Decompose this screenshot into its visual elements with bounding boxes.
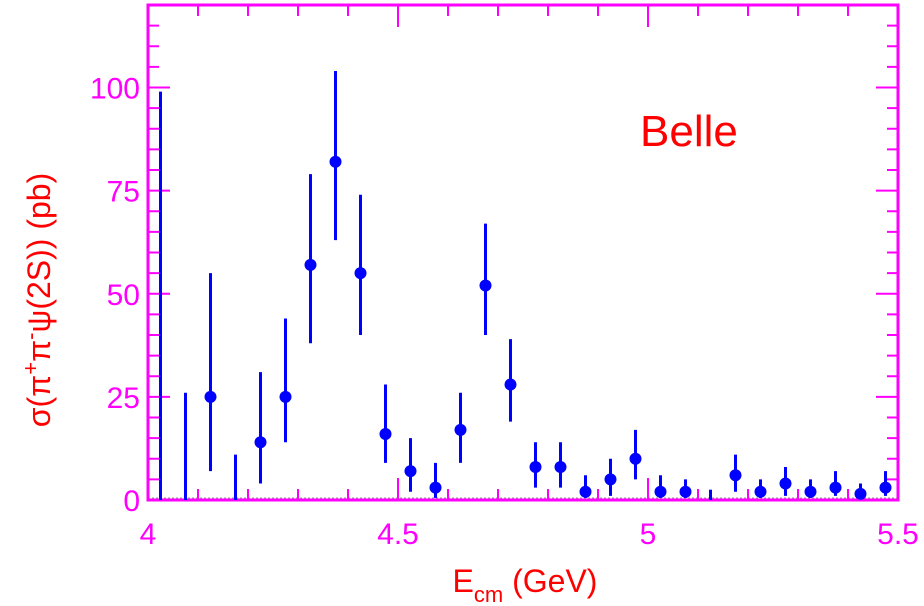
data-points <box>159 71 892 500</box>
y-tick-label: 100 <box>90 73 140 106</box>
y-tick-label: 25 <box>107 382 140 415</box>
x-tick-label: 5 <box>640 518 657 551</box>
data-point <box>479 279 492 292</box>
belle-annotation: Belle <box>640 107 738 156</box>
data-point <box>879 481 892 494</box>
data-point <box>429 481 442 494</box>
x-axis-label-sub: cm <box>474 582 503 606</box>
data-point <box>254 436 267 449</box>
data-point <box>579 485 592 498</box>
data-point <box>604 473 617 486</box>
data-point <box>379 428 392 440</box>
data-point <box>829 481 842 494</box>
x-axis-label-main: E <box>453 563 474 599</box>
y-tick-labels: 0 25 50 75 100 <box>90 73 140 519</box>
y-axis-label: σ(π+π-ψ(2S)) (pb) <box>18 173 57 427</box>
y-axis-label-sup1: + <box>18 362 43 375</box>
data-point <box>404 465 417 478</box>
y-axis-label-sup2: - <box>18 332 43 339</box>
y-tick-label: 50 <box>107 279 140 312</box>
data-point <box>279 390 292 403</box>
axis-ticks <box>147 4 899 501</box>
data-point <box>504 378 517 391</box>
data-point <box>654 485 667 498</box>
data-point <box>729 469 742 482</box>
y-tick-label: 0 <box>123 485 140 518</box>
data-point <box>854 487 867 500</box>
x-axis-label-rest: (GeV) <box>503 563 597 599</box>
data-point <box>804 485 817 498</box>
y-tick-label: 75 <box>107 176 140 209</box>
x-tick-label: 4.5 <box>377 518 419 551</box>
x-axis-label: Ecm (GeV) <box>453 563 598 606</box>
data-point <box>754 485 767 498</box>
data-point <box>304 258 317 271</box>
data-point <box>329 155 342 168</box>
data-point <box>454 423 467 436</box>
data-point <box>629 452 642 465</box>
data-point <box>779 477 792 490</box>
data-point <box>679 485 692 498</box>
y-axis-label-post: ψ(2S)) (pb) <box>21 173 57 333</box>
data-point <box>554 461 567 473</box>
y-axis-label-pre: σ(π <box>21 375 57 427</box>
data-point <box>204 390 217 403</box>
x-tick-labels: 4 4.5 5 5.5 <box>140 518 919 551</box>
x-tick-label: 5.5 <box>877 518 919 551</box>
x-tick-label: 4 <box>140 518 157 551</box>
data-point <box>529 461 542 473</box>
data-point <box>354 267 367 280</box>
y-axis-label-mid: π <box>21 340 57 362</box>
